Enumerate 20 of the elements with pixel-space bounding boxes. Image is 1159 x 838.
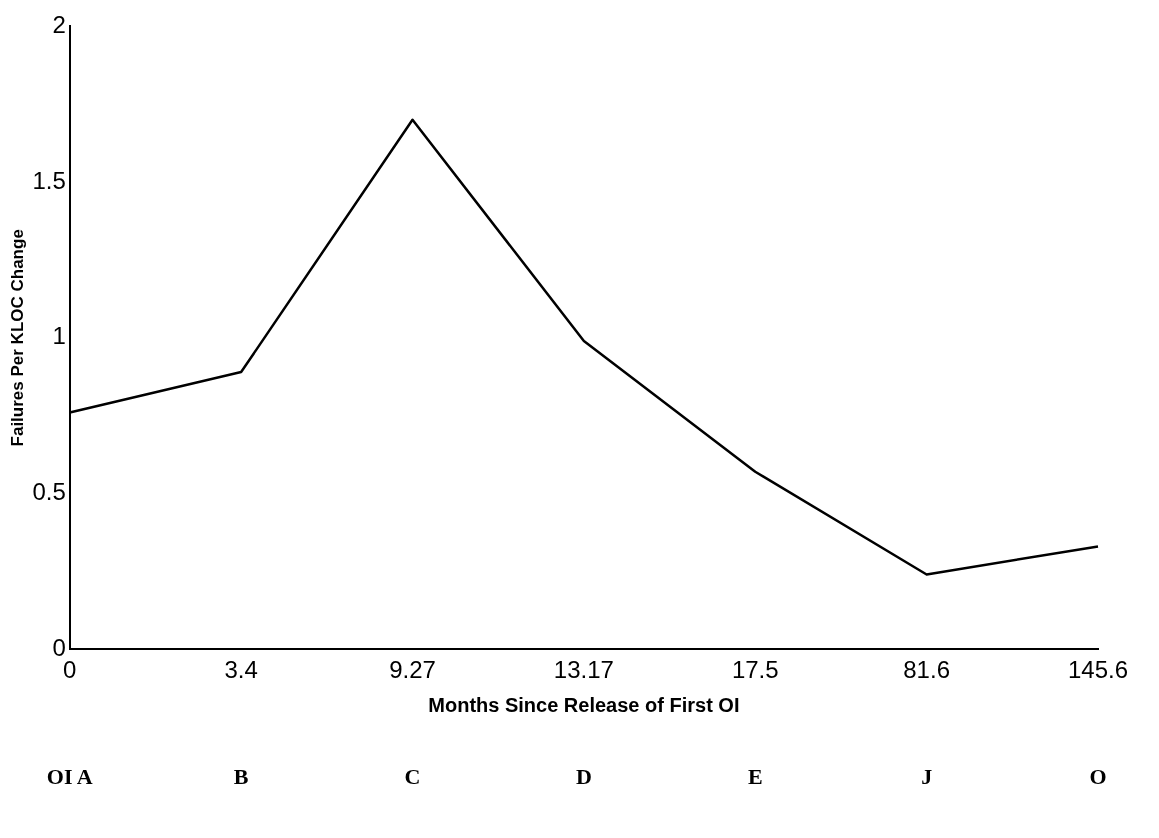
y-tick-label: 1.5 <box>32 166 66 194</box>
x-tick-label: 145.6 <box>1067 656 1129 684</box>
y-tick-label: 1 <box>52 322 66 350</box>
x-tick-label: 13.17 <box>553 656 614 684</box>
y-tick-label: 2 <box>52 11 66 39</box>
x-tick-label: 17.5 <box>731 656 779 684</box>
y-tick-label: 0 <box>52 633 66 661</box>
x-axis-title: Months Since Release of First OI <box>428 693 740 716</box>
x-tick-label: 9.27 <box>389 656 436 684</box>
text: J <box>921 763 933 789</box>
y-axis-title: Failures Per KLOC Change <box>7 229 27 447</box>
text: OI A <box>46 763 93 789</box>
text: O <box>1089 763 1107 789</box>
x-tick-label: 3.4 <box>224 656 258 684</box>
text: E <box>747 763 763 789</box>
text: D <box>575 763 592 789</box>
y-tick-label: 0.5 <box>32 478 66 506</box>
text: B <box>233 763 249 789</box>
x-tick-label: 81.6 <box>903 656 950 684</box>
text: C <box>404 763 421 789</box>
